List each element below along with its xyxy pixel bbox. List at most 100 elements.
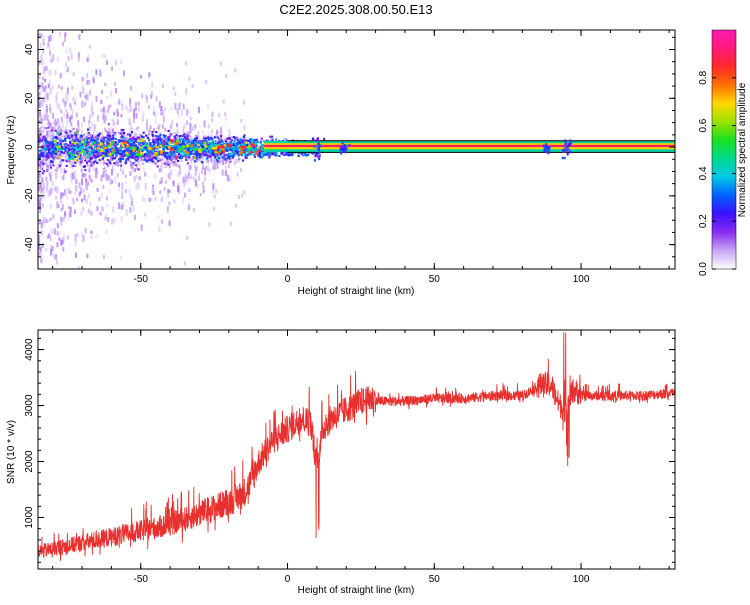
spectrogram-cell xyxy=(46,145,49,148)
spectrogram-cell xyxy=(187,138,190,141)
spectrogram-cell xyxy=(99,211,102,216)
spectrogram-cell xyxy=(304,152,307,155)
spectrogram-cell xyxy=(76,155,80,158)
spectrogram-cell xyxy=(102,165,105,168)
spectrogram-cell xyxy=(57,103,60,110)
spectrogram-cell xyxy=(108,188,111,195)
spectrogram-cell xyxy=(116,119,119,126)
spectrogram-cell xyxy=(174,142,178,145)
spectrogram-cell xyxy=(183,123,186,130)
spectrogram-cell xyxy=(165,162,168,165)
spectrogram-cell xyxy=(216,136,219,139)
spectrogram-cell xyxy=(188,131,191,138)
spectrogram-cell xyxy=(185,61,188,66)
spectrogram-cell xyxy=(38,140,41,143)
spectrogram-cell xyxy=(252,147,255,150)
spectrogram-cell xyxy=(49,144,52,147)
spectrogram-cell xyxy=(74,234,77,241)
spectrogram-cell xyxy=(177,181,180,187)
spectrogram-cell xyxy=(228,134,230,139)
spectrogram-cell xyxy=(232,154,236,157)
spectrogram-cell xyxy=(255,144,258,148)
spectrogram-cell xyxy=(86,58,89,62)
spectrogram-cell xyxy=(45,152,48,155)
spectrogram-cell xyxy=(168,176,171,180)
spectrogram-cell xyxy=(178,139,181,142)
spectrogram-cell xyxy=(254,138,257,142)
spectrogram-cell xyxy=(348,144,351,147)
snr-frame xyxy=(37,329,676,570)
spectrogram-cell xyxy=(50,154,53,157)
spectrogram-cell xyxy=(56,186,59,194)
spectrogram-cell xyxy=(119,165,122,171)
spectrogram-cell xyxy=(223,154,226,157)
spectrogram-cell xyxy=(129,207,132,213)
spectrogram-cell xyxy=(71,108,74,115)
spectrogram-cell xyxy=(167,159,170,165)
spectrogram-cell xyxy=(220,127,223,134)
spectrogram-cell xyxy=(61,122,64,129)
spectrogram-cell xyxy=(162,146,165,150)
spectrogram-cell xyxy=(79,91,82,98)
spectrogram-cell xyxy=(218,141,222,144)
spectrogram-cell xyxy=(238,157,241,160)
spectrogram-cell xyxy=(160,165,163,172)
spectrogram-cell xyxy=(168,154,171,157)
spectrogram-cell xyxy=(78,157,82,160)
spectrogram-cell xyxy=(194,150,197,153)
spectrogram-cell xyxy=(261,149,264,152)
spectrogram-cell xyxy=(188,145,191,148)
snr-xlabel: Height of straight line (km) xyxy=(298,585,415,596)
spectrogram-cell xyxy=(154,118,157,124)
spectrogram-cell xyxy=(71,134,74,137)
spectrogram-cell xyxy=(114,137,117,141)
spectrogram-cell xyxy=(75,252,78,258)
spectrogram-cell xyxy=(221,140,224,143)
spectrogram-cell xyxy=(235,146,238,150)
spectrogram-cell xyxy=(124,189,127,193)
spectrogram-cell xyxy=(178,103,180,108)
spectrogram-cell xyxy=(199,155,202,158)
spectrogram-cell xyxy=(168,220,171,227)
spectrogram-cell xyxy=(128,137,131,140)
y-tick-label: 3000 xyxy=(24,394,35,417)
spectrogram-cell xyxy=(301,154,305,157)
spectrogram-cell xyxy=(51,145,54,149)
spectrogram-cell xyxy=(143,212,146,217)
spectrogram-cell xyxy=(178,106,181,111)
spectrogram-cell xyxy=(118,132,121,135)
spectrogram-cell xyxy=(221,148,225,151)
spectrogram-cell xyxy=(43,158,46,162)
spectrogram-cell xyxy=(176,129,179,135)
spectrogram-cell xyxy=(51,129,54,132)
spectrogram-cell xyxy=(38,101,41,108)
spectrogram-cell xyxy=(74,159,78,162)
spectrogram-cell xyxy=(65,68,68,73)
spectrogram-cell xyxy=(167,136,170,139)
spectrogram-cell xyxy=(177,159,180,162)
spectrogram-cell xyxy=(62,267,65,269)
spectrogram-cell xyxy=(56,223,59,229)
spectrogram-cell xyxy=(305,154,308,157)
spectrogram-cell xyxy=(227,144,231,148)
spectrogram-cell xyxy=(182,135,185,141)
spectrogram-cell xyxy=(52,112,55,120)
spectrogram-cell xyxy=(60,150,63,153)
spectrogram-cell xyxy=(77,161,80,164)
spectrogram-cell xyxy=(70,172,73,179)
spectrogram-cell xyxy=(69,145,72,148)
spectrogram-cell xyxy=(253,148,256,151)
spectrogram-cell xyxy=(88,162,91,169)
spectrogram-cell xyxy=(75,112,78,118)
spectrogram-cell xyxy=(275,139,278,142)
spectrogram-cell xyxy=(203,146,206,150)
spectrogram-cell xyxy=(94,160,97,163)
spectrogram-cell xyxy=(256,148,259,151)
spectrogram-cell xyxy=(247,148,250,151)
spectrogram-cell xyxy=(229,148,232,151)
spectrogram-cell xyxy=(131,131,134,134)
spectrogram-cell xyxy=(186,139,189,143)
spectrogram-cell xyxy=(38,127,41,130)
spectrogram-cell xyxy=(258,149,262,152)
spectrogram-cell xyxy=(112,138,115,141)
